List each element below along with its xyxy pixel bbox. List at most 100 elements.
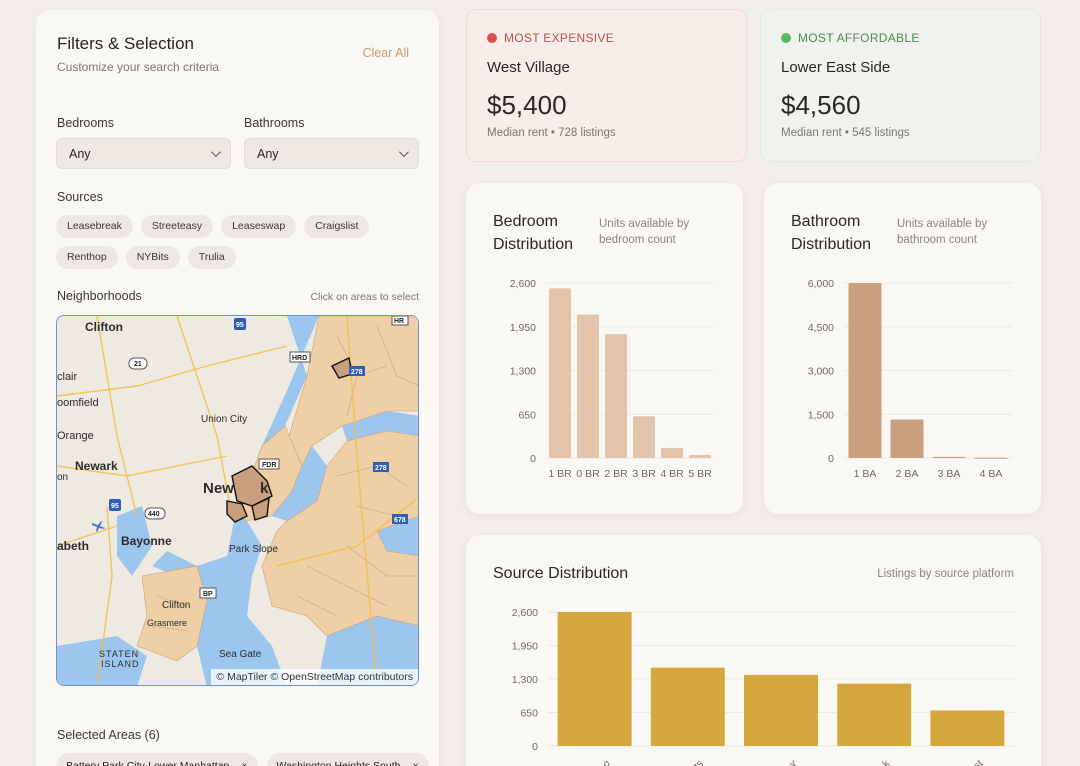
x-tick-label: ...k	[874, 757, 893, 766]
y-tick-label: 1,950	[512, 641, 538, 653]
status-dot-icon	[781, 33, 791, 43]
source-chip-renthop[interactable]: Renthop	[56, 246, 118, 269]
map-label: Union City	[201, 414, 247, 425]
y-tick-label: 2,600	[510, 278, 536, 290]
clear-all-button[interactable]: Clear All	[362, 46, 409, 60]
y-tick-label: 6,000	[808, 278, 834, 290]
bathroom-chart: 0 1,500 3,000 4,500 6,000 1 BA 2 BA 3 BA 4 BA	[808, 278, 1012, 480]
map-label: 95	[236, 322, 244, 329]
selected-area-label: Battery Park City-Lower Manhattan	[66, 760, 230, 766]
map-label: Orange	[57, 430, 94, 442]
x-tick-label: ...y	[781, 757, 800, 766]
filters-title: Filters & Selection	[57, 34, 194, 53]
y-tick-label: 650	[518, 409, 536, 421]
map-attribution: © MapTiler © OpenStreetMap contributors	[211, 669, 418, 685]
status-dot-icon	[487, 33, 497, 43]
neighborhood-map[interactable]: Clifton clair oomfield Union City Orange…	[56, 315, 419, 686]
y-tick-label: 1,950	[510, 322, 536, 334]
bar[interactable]	[549, 288, 571, 458]
y-tick-label: 4,500	[808, 322, 834, 334]
most-expensive-tag-label: MOST EXPENSIVE	[504, 31, 615, 45]
x-tick-label: 1 BR	[548, 468, 572, 480]
neighborhoods-label: Neighborhoods	[57, 289, 142, 303]
source-distribution-card: Source Distribution Listings by source p…	[466, 535, 1041, 766]
bar[interactable]	[650, 667, 725, 746]
map-label: 278	[351, 369, 363, 376]
map-label: Clifton	[85, 320, 123, 334]
bathrooms-label: Bathrooms	[244, 116, 305, 130]
map-label: 278	[375, 465, 387, 472]
map-label: BP	[203, 591, 213, 598]
chart-title: Bedroom Distribution	[493, 213, 574, 253]
map-label: New	[203, 480, 234, 497]
bedrooms-select[interactable]: Any	[56, 138, 231, 169]
y-tick-label: 0	[828, 453, 834, 465]
map-label: STATEN	[99, 649, 139, 659]
x-tick-label: 3 BA	[938, 468, 961, 480]
most-affordable-price: $4,560	[781, 90, 861, 120]
map-canvas[interactable]: Clifton clair oomfield Union City Orange…	[57, 316, 419, 686]
x-tick-label: 4 BA	[980, 468, 1003, 480]
selected-areas-list: Battery Park City-Lower Manhattan × Wash…	[56, 753, 429, 766]
bathrooms-select-value: Any	[257, 146, 279, 161]
remove-icon[interactable]: ×	[241, 760, 248, 766]
x-tick-label: 2 BA	[896, 468, 919, 480]
y-tick-label: 650	[520, 708, 538, 720]
selected-areas-title: Selected Areas (6)	[57, 728, 160, 742]
chart-title: Source Distribution	[493, 565, 629, 582]
bar[interactable]	[605, 334, 627, 458]
y-tick-label: 1,500	[808, 409, 834, 421]
bar[interactable]	[974, 457, 1008, 459]
selected-area-label: Washington Heights South	[276, 760, 401, 766]
map-label: HRD	[292, 355, 307, 362]
source-chip-streeteasy[interactable]: Streeteasy	[140, 215, 214, 238]
source-chip-leaseswap[interactable]: Leaseswap	[221, 215, 297, 238]
x-tick-label: ...st	[965, 758, 986, 766]
chart-subtitle: Listings by source platform	[877, 568, 1014, 580]
most-expensive-tag: MOST EXPENSIVE	[487, 31, 614, 45]
bar[interactable]	[848, 283, 882, 458]
source-chip-trulia[interactable]: Trulia	[187, 246, 236, 269]
bar[interactable]	[744, 674, 818, 746]
map-label: 440	[148, 511, 160, 518]
bedroom-chart: 0 650 1,300 1,950 2,600 1 BR 0 BR 2 BR 3 BR 4 BR 5…	[510, 278, 714, 480]
selected-area-chip[interactable]: Washington Heights South ×	[266, 753, 429, 766]
bedrooms-label: Bedrooms	[57, 116, 114, 130]
source-chip-leasebreak[interactable]: Leasebreak	[56, 215, 133, 238]
map-label: FDR	[262, 462, 276, 469]
x-tick-label: 2 BR	[604, 468, 628, 480]
map-label: HR	[394, 318, 404, 325]
map-label: abeth	[57, 539, 89, 553]
x-tick-label: 3 BR	[632, 468, 656, 480]
x-tick-label: 1 BA	[854, 468, 877, 480]
bar[interactable]	[890, 419, 924, 459]
bar[interactable]	[557, 612, 632, 746]
chart-subtitle: Units available by bathroom count	[897, 218, 988, 246]
y-tick-label: 0	[530, 453, 536, 465]
selected-area-chip[interactable]: Battery Park City-Lower Manhattan ×	[56, 753, 258, 766]
map-label: Clifton	[162, 600, 190, 611]
bar[interactable]	[577, 314, 599, 458]
bar[interactable]	[689, 454, 711, 458]
y-tick-label: 1,300	[510, 366, 536, 378]
bathrooms-select[interactable]: Any	[244, 138, 419, 169]
source-chart: 0 650 1,300 1,950 2,600 ...o ...ts ...y ...k ...s…	[512, 607, 1014, 766]
source-chip-craigslist[interactable]: Craigslist	[304, 215, 370, 238]
most-expensive-neighborhood: West Village	[487, 59, 570, 76]
bar[interactable]	[932, 456, 966, 458]
bar[interactable]	[661, 447, 683, 458]
y-tick-label: 0	[532, 741, 538, 753]
bar[interactable]	[837, 683, 912, 746]
bar[interactable]	[930, 710, 1005, 746]
filters-panel: Filters & Selection Customize your searc…	[36, 10, 439, 766]
chart-subtitle: Units available by bedroom count	[599, 218, 690, 246]
x-tick-label: 4 BR	[660, 468, 684, 480]
sources-label: Sources	[57, 190, 103, 204]
bar[interactable]	[633, 416, 655, 458]
neighborhoods-hint: Click on areas to select	[310, 291, 419, 303]
source-chip-nybits[interactable]: NYBits	[125, 246, 180, 269]
remove-icon[interactable]: ×	[412, 760, 419, 766]
bathroom-distribution-card: Bathroom Distribution Units available by…	[764, 183, 1041, 514]
most-affordable-neighborhood: Lower East Side	[781, 59, 891, 76]
map-label: Park Slope	[229, 544, 278, 555]
